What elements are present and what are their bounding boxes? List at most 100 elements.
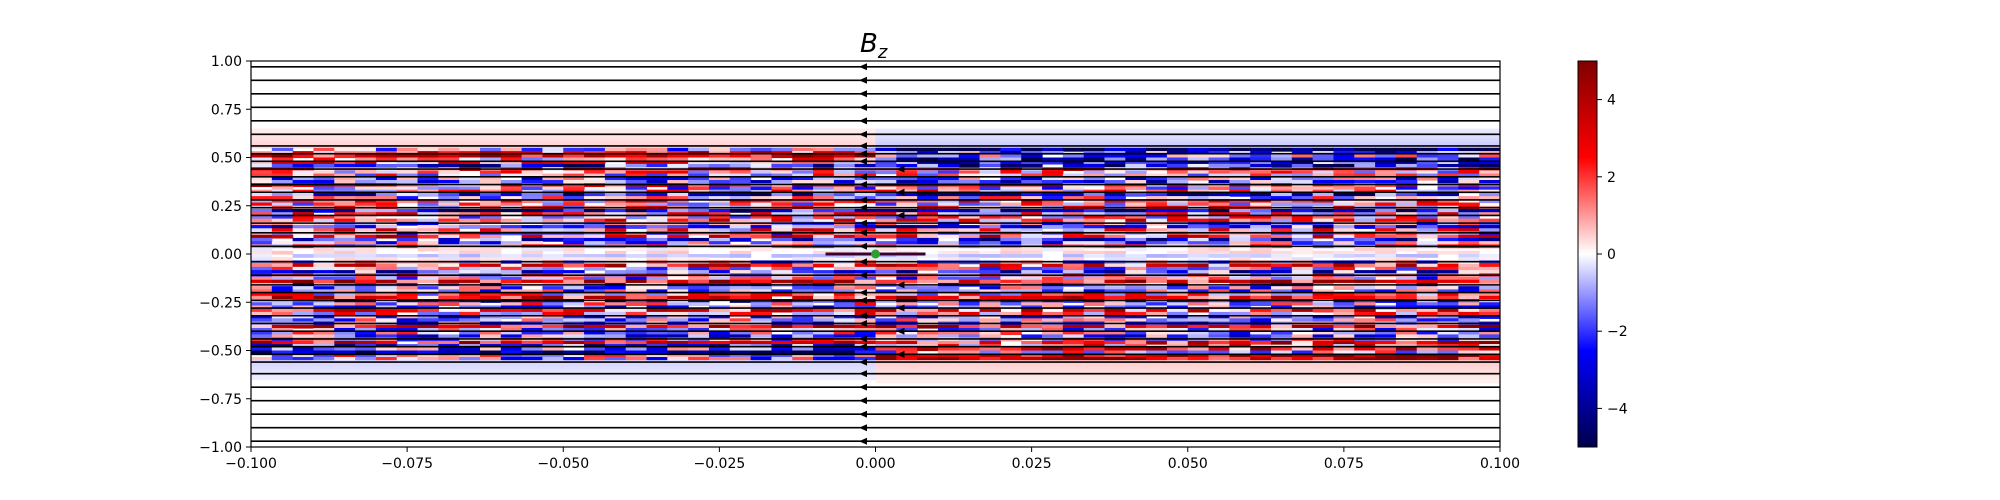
heatmap-cell bbox=[605, 264, 626, 268]
heatmap-cell bbox=[1354, 379, 1375, 383]
heatmap-cell bbox=[334, 154, 355, 158]
heatmap-cell bbox=[876, 334, 897, 338]
heatmap-cell bbox=[876, 170, 897, 174]
heatmap-cell bbox=[272, 251, 293, 255]
heatmap-cell bbox=[1104, 280, 1125, 284]
heatmap-cell bbox=[1125, 248, 1146, 252]
heatmap-cell bbox=[376, 376, 397, 380]
heatmap-cell bbox=[1313, 309, 1334, 313]
heatmap-cell bbox=[771, 154, 792, 158]
heatmap-cell bbox=[1042, 225, 1063, 229]
heatmap-cell bbox=[1438, 379, 1459, 383]
heatmap-cell bbox=[771, 376, 792, 380]
heatmap-cell bbox=[1438, 251, 1459, 255]
heatmap-cell bbox=[771, 254, 792, 258]
center-marker bbox=[871, 250, 880, 259]
heatmap-cell bbox=[293, 254, 314, 258]
heatmap-cell bbox=[376, 164, 397, 168]
heatmap-cell bbox=[1313, 280, 1334, 284]
heatmap-cell bbox=[1188, 309, 1209, 313]
heatmap-cell bbox=[313, 376, 334, 380]
heatmap-cell bbox=[1000, 254, 1021, 258]
heatmap-cell bbox=[1063, 148, 1084, 152]
heatmap-cell bbox=[542, 238, 563, 242]
heatmap-cell bbox=[1375, 193, 1396, 197]
heatmap-cell bbox=[917, 379, 938, 383]
heatmap-cell bbox=[397, 309, 418, 313]
heatmap-cell bbox=[1375, 379, 1396, 383]
heatmap-cell bbox=[938, 235, 959, 239]
heatmap-cell bbox=[1146, 341, 1167, 345]
x-tick-label: −0.025 bbox=[693, 456, 745, 472]
heatmap-cell bbox=[1021, 379, 1042, 383]
x-tick-label: −0.075 bbox=[381, 456, 433, 472]
colorbar-tick-label: 2 bbox=[1607, 170, 1616, 186]
y-tick-label: 0.75 bbox=[211, 102, 242, 118]
heatmap-cell bbox=[459, 376, 480, 380]
heatmap-cell bbox=[1250, 379, 1271, 383]
heatmap-cell bbox=[313, 254, 334, 258]
heatmap-cell bbox=[688, 302, 709, 306]
heatmap-cell bbox=[1417, 379, 1438, 383]
heatmap-cell bbox=[438, 376, 459, 380]
heatmap-cell bbox=[813, 376, 834, 380]
heatmap-cell bbox=[313, 164, 334, 168]
heatmap-cell bbox=[1250, 341, 1271, 345]
x-axis: −0.100 −0.075 −0.050 −0.025 0.000 0.025 0.050 0… bbox=[225, 447, 1520, 472]
heatmap-cell bbox=[1104, 379, 1125, 383]
heatmap-cell bbox=[980, 379, 1001, 383]
heatmap-cell bbox=[751, 235, 772, 239]
heatmap-cell bbox=[355, 376, 376, 380]
heatmap-cell bbox=[730, 238, 751, 242]
heatmap-cell bbox=[688, 186, 709, 190]
x-tick-label: 0.075 bbox=[1324, 456, 1364, 472]
heatmap-cell bbox=[626, 376, 647, 380]
heatmap-cell bbox=[313, 280, 334, 284]
heatmap-cell bbox=[626, 225, 647, 229]
x-tick-label: 0.000 bbox=[855, 456, 895, 472]
y-tick-label: −0.50 bbox=[199, 344, 242, 360]
heatmap-cell bbox=[709, 296, 730, 300]
x-tick-label: 0.050 bbox=[1168, 456, 1208, 472]
heatmap-cell bbox=[272, 376, 293, 380]
heatmap-cell bbox=[1250, 254, 1271, 258]
heatmap-cell bbox=[1354, 241, 1375, 245]
heatmap-cell bbox=[730, 209, 751, 213]
heatmap-cell bbox=[896, 379, 917, 383]
heatmap-cell bbox=[522, 376, 543, 380]
heatmap-cell bbox=[418, 376, 439, 380]
heatmap-cell bbox=[584, 267, 605, 271]
colorbar: 420−2−4 bbox=[1578, 61, 1628, 447]
heatmap-cell bbox=[959, 219, 980, 223]
heatmap-cell bbox=[709, 376, 730, 380]
heatmap-cell bbox=[771, 309, 792, 313]
heatmap-cell bbox=[563, 264, 584, 268]
heatmap-cell bbox=[438, 302, 459, 306]
heatmap-cell bbox=[501, 270, 522, 274]
heatmap-cell bbox=[1209, 254, 1230, 258]
heatmap-cell bbox=[959, 379, 980, 383]
y-tick-label: 0.25 bbox=[211, 199, 242, 215]
heatmap-cell bbox=[730, 254, 751, 258]
heatmap-cell bbox=[584, 376, 605, 380]
heatmap-cell bbox=[542, 248, 563, 252]
heatmap-cell bbox=[459, 235, 480, 239]
heatmap-cell bbox=[1125, 186, 1146, 190]
x-tick-label: −0.100 bbox=[225, 456, 277, 472]
heatmap-cell bbox=[1167, 254, 1188, 258]
heatmap-cell bbox=[272, 235, 293, 239]
colorbar-bar bbox=[1578, 61, 1597, 447]
heatmap-cell bbox=[418, 248, 439, 252]
heatmap-cell bbox=[1271, 379, 1292, 383]
heatmap-cell bbox=[876, 257, 897, 261]
heatmap-cell bbox=[1000, 379, 1021, 383]
heatmap-cell bbox=[1396, 248, 1417, 252]
heatmap-cell bbox=[917, 347, 938, 351]
heatmap-cell bbox=[1125, 164, 1146, 168]
y-tick-label: −0.25 bbox=[199, 295, 242, 311]
heatmap-cell bbox=[480, 376, 501, 380]
heatmap-cell bbox=[1271, 341, 1292, 345]
heatmap-cell bbox=[1313, 254, 1334, 258]
heatmap-cell bbox=[1313, 379, 1334, 383]
heatmap-cell bbox=[1271, 148, 1292, 152]
